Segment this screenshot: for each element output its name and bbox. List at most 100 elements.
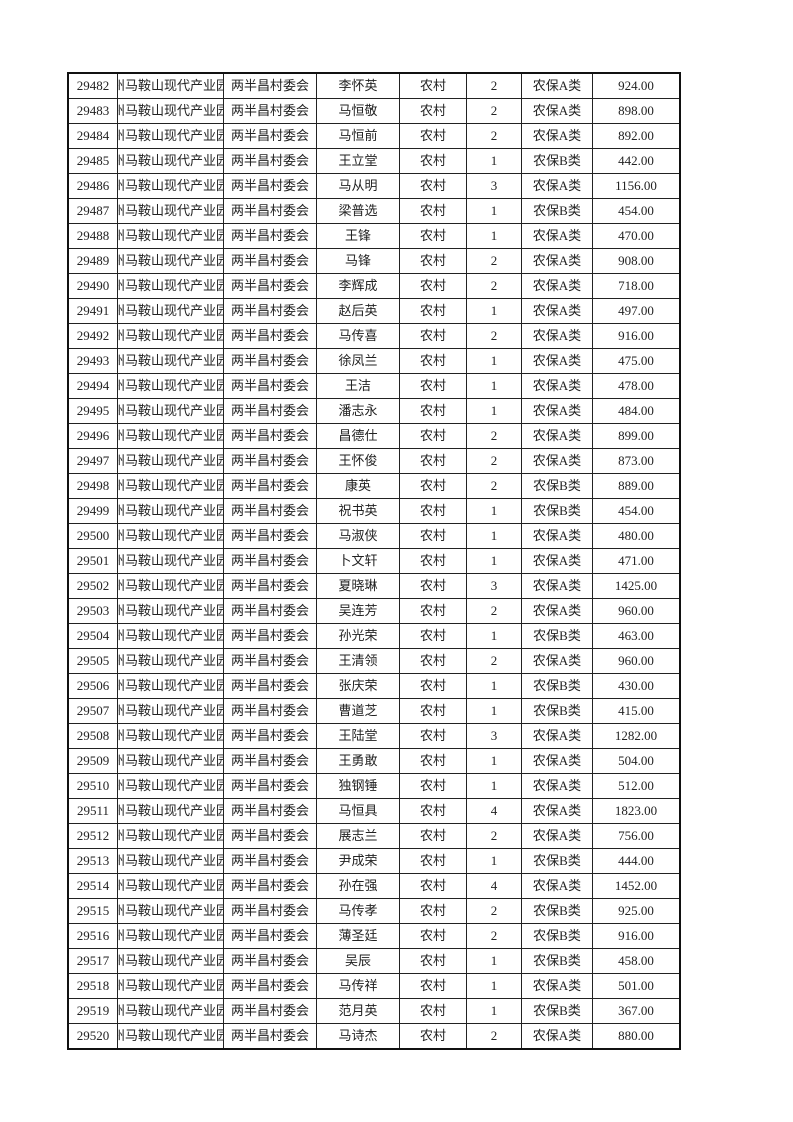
table-row: 29510 州马鞍山现代产业园 两半昌村委会 独钢锤 农村 1 农保A类 512.00 (67, 773, 681, 799)
type-cell: 农保A类 (521, 398, 593, 424)
count-cell: 4 (466, 798, 522, 824)
area-cell: 农村 (399, 248, 467, 274)
subsidy-table: 29482 州马鞍山现代产业园 两半昌村委会 李怀英 农村 2 农保A类 924.00 2948… (67, 72, 681, 1050)
org-text: 州马鞍山现代产业园 (117, 78, 224, 93)
amount-cell: 504.00 (592, 748, 681, 774)
table-row: 29490 州马鞍山现代产业园 两半昌村委会 李辉成 农村 2 农保A类 718.00 (67, 273, 681, 299)
village-cell: 两半昌村委会 (223, 1023, 317, 1050)
count-cell: 1 (466, 548, 522, 574)
name-cell: 赵后英 (316, 298, 400, 324)
amount-cell: 480.00 (592, 523, 681, 549)
org-cell: 州马鞍山现代产业园 (117, 323, 224, 349)
village-cell: 两半昌村委会 (223, 448, 317, 474)
amount-cell: 916.00 (592, 323, 681, 349)
table-row: 29519 州马鞍山现代产业园 两半昌村委会 范月英 农村 1 农保B类 367.00 (67, 998, 681, 1024)
name-cell: 马从明 (316, 173, 400, 199)
org-text: 州马鞍山现代产业园 (117, 628, 224, 643)
count-cell: 2 (466, 98, 522, 124)
org-cell: 州马鞍山现代产业园 (117, 673, 224, 699)
village-cell: 两半昌村委会 (223, 473, 317, 499)
count-cell: 1 (466, 523, 522, 549)
table-row: 29520 州马鞍山现代产业园 两半昌村委会 马诗杰 农村 2 农保A类 880.00 (67, 1023, 681, 1050)
amount-cell: 960.00 (592, 648, 681, 674)
org-text: 州马鞍山现代产业园 (117, 978, 224, 993)
amount-cell: 1156.00 (592, 173, 681, 199)
org-cell: 州马鞍山现代产业园 (117, 598, 224, 624)
type-cell: 农保A类 (521, 348, 593, 374)
org-cell: 州马鞍山现代产业园 (117, 298, 224, 324)
count-cell: 1 (466, 848, 522, 874)
count-cell: 2 (466, 273, 522, 299)
count-cell: 2 (466, 898, 522, 924)
name-cell: 马恒敬 (316, 98, 400, 124)
area-cell: 农村 (399, 223, 467, 249)
table-row: 29486 州马鞍山现代产业园 两半昌村委会 马从明 农村 3 农保A类 1156.00 (67, 173, 681, 199)
id-cell: 29488 (67, 223, 118, 249)
type-cell: 农保A类 (521, 598, 593, 624)
table-row: 29502 州马鞍山现代产业园 两半昌村委会 夏晓琳 农村 3 农保A类 1425.00 (67, 573, 681, 599)
area-cell: 农村 (399, 648, 467, 674)
type-cell: 农保A类 (521, 823, 593, 849)
org-cell: 州马鞍山现代产业园 (117, 873, 224, 899)
table-row: 29498 州马鞍山现代产业园 两半昌村委会 康英 农村 2 农保B类 889.00 (67, 473, 681, 499)
count-cell: 2 (466, 648, 522, 674)
name-cell: 独钢锤 (316, 773, 400, 799)
amount-cell: 718.00 (592, 273, 681, 299)
area-cell: 农村 (399, 72, 467, 99)
org-text: 州马鞍山现代产业园 (117, 1003, 224, 1018)
village-cell: 两半昌村委会 (223, 998, 317, 1024)
village-cell: 两半昌村委会 (223, 698, 317, 724)
area-cell: 农村 (399, 523, 467, 549)
type-cell: 农保B类 (521, 623, 593, 649)
org-text: 州马鞍山现代产业园 (117, 353, 224, 368)
org-cell: 州马鞍山现代产业园 (117, 98, 224, 124)
count-cell: 2 (466, 823, 522, 849)
table-row: 29505 州马鞍山现代产业园 两半昌村委会 王清领 农村 2 农保A类 960.00 (67, 648, 681, 674)
table-row: 29482 州马鞍山现代产业园 两半昌村委会 李怀英 农村 2 农保A类 924.00 (67, 72, 681, 99)
name-cell: 薄圣廷 (316, 923, 400, 949)
area-cell: 农村 (399, 973, 467, 999)
name-cell: 马传喜 (316, 323, 400, 349)
type-cell: 农保A类 (521, 873, 593, 899)
area-cell: 农村 (399, 923, 467, 949)
amount-cell: 454.00 (592, 498, 681, 524)
amount-cell: 925.00 (592, 898, 681, 924)
count-cell: 1 (466, 673, 522, 699)
amount-cell: 475.00 (592, 348, 681, 374)
table-row: 29508 州马鞍山现代产业园 两半昌村委会 王陆堂 农村 3 农保A类 1282.00 (67, 723, 681, 749)
org-cell: 州马鞍山现代产业园 (117, 823, 224, 849)
village-cell: 两半昌村委会 (223, 323, 317, 349)
org-text: 州马鞍山现代产业园 (117, 178, 224, 193)
village-cell: 两半昌村委会 (223, 673, 317, 699)
name-cell: 李怀英 (316, 72, 400, 99)
count-cell: 1 (466, 198, 522, 224)
org-cell: 州马鞍山现代产业园 (117, 698, 224, 724)
org-cell: 州马鞍山现代产业园 (117, 648, 224, 674)
area-cell: 农村 (399, 898, 467, 924)
count-cell: 2 (466, 473, 522, 499)
table-row: 29517 州马鞍山现代产业园 两半昌村委会 吴辰 农村 1 农保B类 458.00 (67, 948, 681, 974)
org-cell: 州马鞍山现代产业园 (117, 398, 224, 424)
id-cell: 29496 (67, 423, 118, 449)
id-cell: 29500 (67, 523, 118, 549)
id-cell: 29485 (67, 148, 118, 174)
org-cell: 州马鞍山现代产业园 (117, 723, 224, 749)
type-cell: 农保A类 (521, 523, 593, 549)
count-cell: 1 (466, 373, 522, 399)
village-cell: 两半昌村委会 (223, 973, 317, 999)
org-text: 州马鞍山现代产业园 (117, 928, 224, 943)
name-cell: 徐凤兰 (316, 348, 400, 374)
village-cell: 两半昌村委会 (223, 148, 317, 174)
type-cell: 农保A类 (521, 223, 593, 249)
amount-cell: 1452.00 (592, 873, 681, 899)
type-cell: 农保B类 (521, 848, 593, 874)
org-cell: 州马鞍山现代产业园 (117, 473, 224, 499)
org-cell: 州马鞍山现代产业园 (117, 373, 224, 399)
village-cell: 两半昌村委会 (223, 173, 317, 199)
org-cell: 州马鞍山现代产业园 (117, 998, 224, 1024)
village-cell: 两半昌村委会 (223, 573, 317, 599)
org-cell: 州马鞍山现代产业园 (117, 973, 224, 999)
type-cell: 农保B类 (521, 473, 593, 499)
amount-cell: 463.00 (592, 623, 681, 649)
count-cell: 3 (466, 173, 522, 199)
